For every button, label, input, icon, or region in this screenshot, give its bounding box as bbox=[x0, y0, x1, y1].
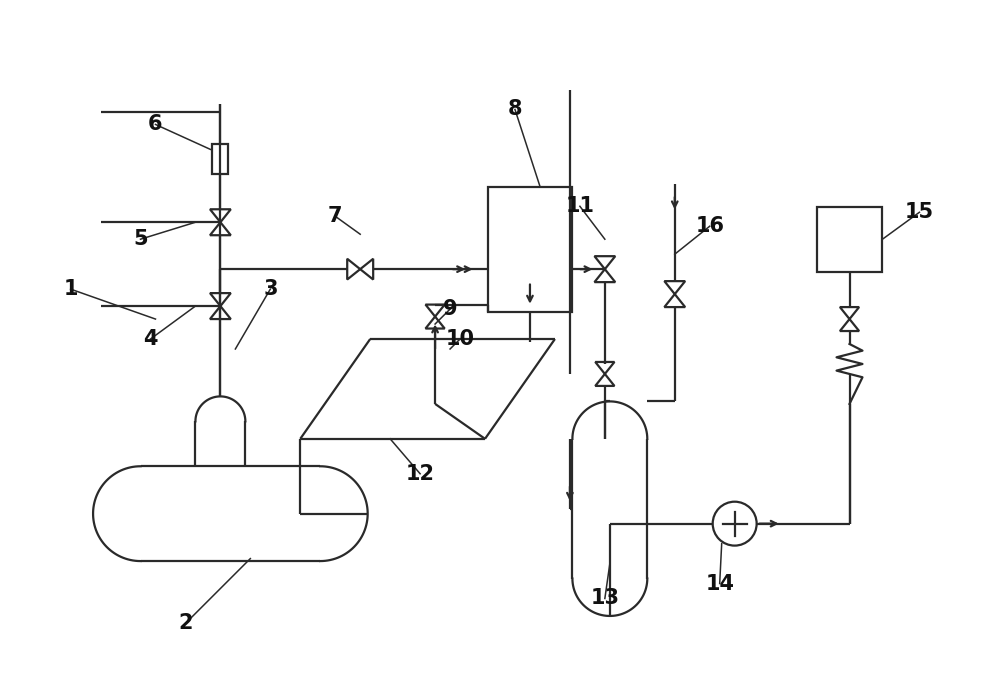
Text: 4: 4 bbox=[143, 329, 158, 349]
Text: 8: 8 bbox=[508, 99, 522, 119]
Text: 14: 14 bbox=[705, 573, 734, 593]
Text: 13: 13 bbox=[590, 589, 619, 609]
Text: 1: 1 bbox=[63, 279, 78, 299]
Text: 3: 3 bbox=[263, 279, 278, 299]
Text: 15: 15 bbox=[905, 202, 934, 222]
Text: 7: 7 bbox=[328, 206, 342, 226]
Bar bbox=[488, 187, 572, 312]
Text: 5: 5 bbox=[133, 229, 148, 249]
Text: 12: 12 bbox=[406, 464, 435, 484]
Text: 2: 2 bbox=[178, 613, 193, 634]
Text: 11: 11 bbox=[565, 196, 594, 217]
Bar bbox=[817, 207, 882, 271]
Text: 10: 10 bbox=[446, 329, 475, 349]
Bar bbox=[212, 144, 228, 174]
Text: 9: 9 bbox=[443, 299, 457, 319]
Text: 16: 16 bbox=[695, 217, 724, 236]
Text: 6: 6 bbox=[148, 115, 163, 135]
